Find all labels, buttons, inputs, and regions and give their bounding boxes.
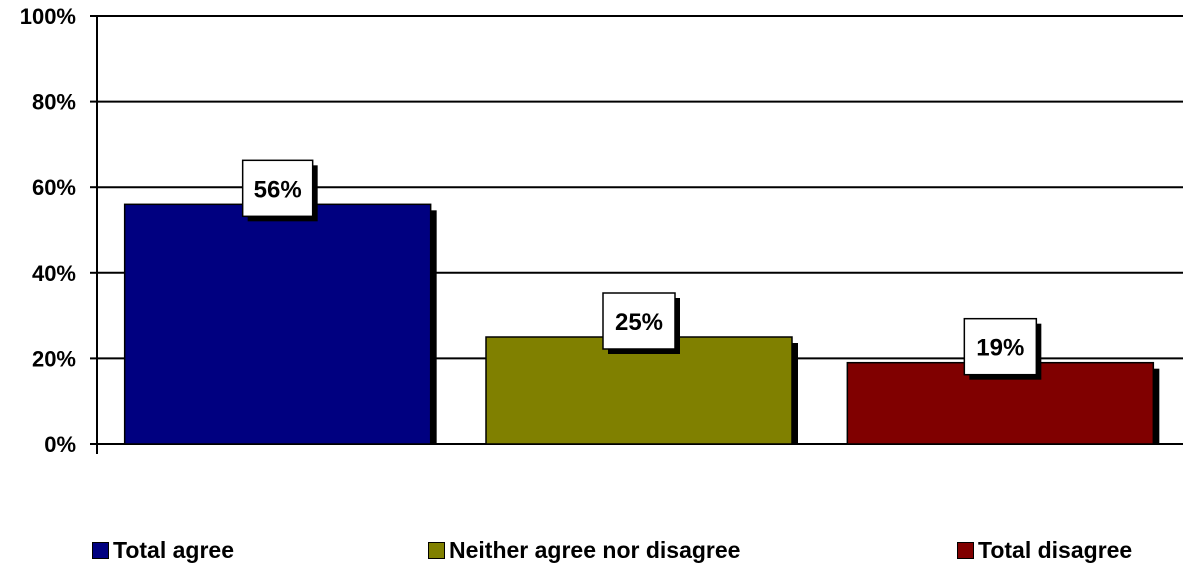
legend-item-neither: Neither agree nor disagree	[428, 537, 740, 563]
data-label-box	[602, 292, 676, 350]
legend-swatch-total-disagree	[957, 541, 974, 559]
y-tick-label: 20%	[32, 346, 76, 371]
legend: Total agree Neither agree nor disagree T…	[0, 537, 1183, 567]
legend-swatch-neither	[428, 541, 445, 559]
y-tick-label: 0%	[44, 432, 76, 457]
data-label-box	[241, 159, 314, 218]
data-label: 56%	[254, 176, 302, 203]
legend-item-total-disagree: Total disagree	[957, 537, 1132, 563]
legend-label-neither: Neither agree nor disagree	[449, 537, 741, 563]
legend-swatch-total-agree	[92, 541, 109, 559]
legend-item-total-agree: Total agree	[92, 537, 234, 563]
y-tick-label: 100%	[20, 4, 76, 29]
bar-chart-plot: 0% 20% 40% 60% 80% 100% 56% 25% 19%	[20, 4, 1183, 457]
data-label-box	[963, 317, 1038, 376]
legend-label-total-disagree: Total disagree	[978, 537, 1133, 563]
y-tick-label: 60%	[32, 175, 76, 200]
data-label: 19%	[976, 335, 1024, 362]
bar	[485, 336, 793, 445]
data-label: 25%	[615, 309, 663, 336]
y-tick-label: 80%	[32, 90, 76, 115]
legend-label-total-agree: Total agree	[113, 537, 234, 563]
bar	[123, 203, 432, 445]
y-tick-label: 40%	[32, 261, 76, 286]
